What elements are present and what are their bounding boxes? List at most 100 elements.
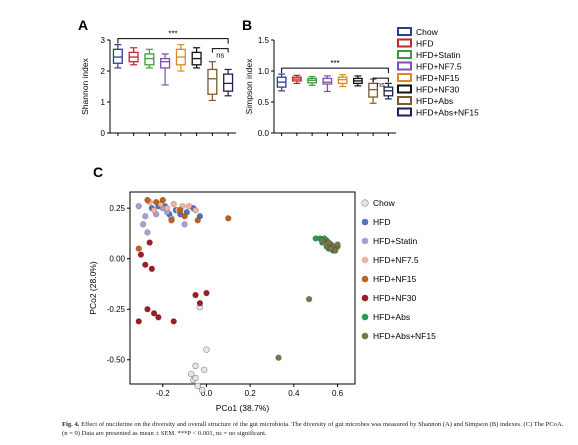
- panel-c-legend-label: HFD+NF30: [373, 293, 416, 303]
- panel-c-point: [144, 196, 151, 204]
- panel-c-frame: [129, 191, 356, 385]
- panel-b-y-axis-label: Simpson index: [244, 58, 254, 115]
- panel-a-sig-bracket-ns: [211, 48, 229, 53]
- panel-a-box: [144, 53, 155, 66]
- panel-c-point: [201, 366, 208, 374]
- panel-a-box: [207, 68, 218, 95]
- legend-top-swatch: [397, 73, 412, 82]
- panel-b-sig-bracket-main: [281, 67, 389, 74]
- panel-b-box: [322, 77, 333, 85]
- panel-c-point: [187, 370, 195, 378]
- legend-top-swatch: [397, 107, 412, 117]
- panel-b-panel-label: B: [242, 17, 252, 33]
- panel-c-ytick-label: 0.25: [109, 204, 125, 213]
- legend-top-label: HFD+Statin: [416, 50, 460, 60]
- panel-c-legend-marker: [361, 313, 369, 321]
- panel-a-ytick-label: 0: [101, 129, 106, 138]
- panel-c-point: [144, 306, 151, 313]
- panel-c-legend-label: HFD+Statin: [373, 236, 417, 246]
- panel-c-point: [148, 265, 156, 272]
- panel-a-box: [160, 57, 171, 69]
- panel-c-legend-label: Chow: [373, 198, 396, 208]
- panel-c-point: [181, 221, 188, 228]
- panel-c-x-axis-label: PCo1 (38.7%): [216, 403, 270, 413]
- panel-b-sig-bracket-ns: [372, 77, 389, 83]
- panel-c-point: [332, 247, 339, 254]
- panel-c-point: [137, 251, 145, 258]
- panel-c-point: [181, 213, 188, 220]
- panel-c-point: [275, 354, 282, 361]
- panel-a-ytick-label: 3: [101, 36, 106, 45]
- panel-c-point: [192, 291, 199, 299]
- panel-c-legend-marker: [361, 256, 369, 264]
- panel-c-point: [194, 217, 201, 224]
- panel-c-point: [153, 198, 160, 206]
- panel-a-y-axis-label: Shannon index: [80, 57, 90, 114]
- panel-c-point: [177, 206, 184, 214]
- legend-top-label: HFD+Abs: [416, 96, 453, 106]
- legend-top-swatch: [397, 38, 412, 48]
- panel-c-point: [150, 206, 158, 214]
- panel-c-point: [159, 196, 166, 204]
- panel-c-legend-marker: [361, 294, 369, 302]
- panel-b-ytick-label: 1.5: [258, 36, 270, 45]
- panel-c-point: [139, 221, 147, 228]
- panel-c-xtick-label: 0.0: [201, 389, 213, 398]
- figure-caption: Fig. 4. Effect of nuciferine on the dive…: [62, 420, 568, 438]
- panel-c-point: [319, 237, 326, 244]
- panel-c-point: [146, 239, 153, 246]
- panel-c-legend-label: HFD: [373, 217, 390, 227]
- panel-b-sig-label-ns: ns: [377, 80, 385, 89]
- panel-a-sig-label-ns: ns: [216, 51, 224, 60]
- panel-c-legend-marker: [361, 332, 369, 340]
- panel-c-point: [185, 202, 193, 210]
- panel-c-legend-label: HFD+NF15: [373, 274, 416, 284]
- panel-a-box: [112, 48, 123, 64]
- panel-c-xtick-label: -0.2: [156, 389, 170, 398]
- legend-top-swatch: [397, 27, 412, 36]
- panel-c-point: [135, 318, 142, 325]
- panel-c-point: [170, 200, 177, 208]
- panel-c-ytick-label: -0.25: [107, 305, 126, 314]
- panel-c-pcoa: C -0.2 0.0 0.2 0.4 0.6 0.25 0.00 -0.25 -0.50 PCo1 …: [88, 164, 436, 413]
- panel-c-y-axis-label: PCo2 (28.0%): [88, 261, 98, 315]
- panel-a-ytick-label: 2: [101, 67, 106, 76]
- legend-top-swatch: [397, 84, 412, 94]
- panel-c-legend-label: HFD+NF7.5: [373, 255, 419, 265]
- panel-c-point: [163, 204, 171, 212]
- panel-c-panel-label: C: [93, 164, 103, 180]
- panel-a-shannon: A 0 1 2 3 Shannon index *** ns: [78, 17, 236, 138]
- panel-b-simpson: B 0.0 0.5 1.0 1.5 Simpson index *** ns: [242, 17, 396, 138]
- panel-c-point: [203, 289, 210, 297]
- panel-b-ytick-label: 0.5: [258, 98, 270, 107]
- panel-c-point: [135, 202, 142, 210]
- panel-a-sig-label-main: ***: [168, 30, 177, 39]
- panel-c-point: [170, 318, 177, 325]
- panel-c-point: [196, 299, 204, 307]
- panel-a-box: [223, 73, 234, 92]
- legend-top-swatch: [397, 50, 412, 59]
- caption-fig-label: Fig. 4.: [62, 421, 80, 428]
- legend-top-label: HFD+Abs+NF15: [416, 108, 479, 118]
- panel-a-sig-bracket-main: [117, 38, 229, 44]
- legend-top-swatch: [397, 96, 412, 105]
- panel-c-point: [142, 213, 149, 220]
- panel-c-point: [225, 215, 232, 222]
- panel-b-ytick-label: 0.0: [258, 129, 270, 138]
- panel-a-panel-label: A: [78, 17, 88, 33]
- panel-c-point: [194, 382, 201, 390]
- panel-c-xtick-label: 0.2: [245, 389, 257, 398]
- panel-c-point: [192, 206, 199, 214]
- legend-top-label: Chow: [416, 27, 439, 37]
- legend-top-label: HFD+NF30: [416, 85, 459, 95]
- panel-c-point: [144, 229, 151, 236]
- legend-top-label: HFD+NF15: [416, 73, 459, 83]
- panel-c-ytick-label: 0.00: [109, 255, 125, 264]
- panel-b-ytick-label: 1.0: [258, 67, 270, 76]
- panel-c-legend-label: HFD+Abs+NF15: [373, 331, 436, 341]
- panel-c-point: [135, 245, 142, 252]
- panel-c-legend-label: HFD+Abs: [373, 312, 410, 322]
- panel-c-point: [192, 374, 199, 382]
